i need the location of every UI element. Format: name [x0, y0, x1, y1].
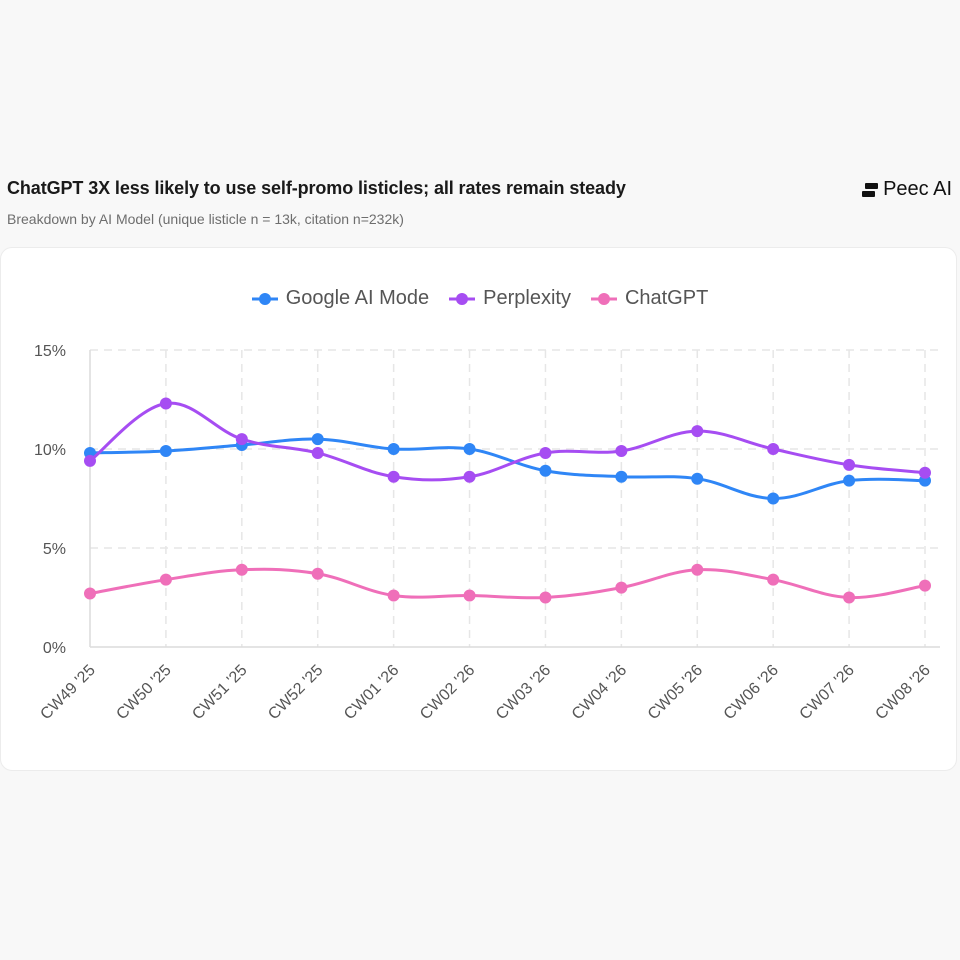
- data-point: [691, 472, 704, 485]
- data-point: [843, 474, 856, 487]
- data-point: [387, 470, 400, 483]
- x-tick-label: CW01 '26: [341, 662, 402, 723]
- data-point: [387, 443, 400, 455]
- data-point: [615, 444, 628, 457]
- data-point: [919, 579, 931, 592]
- x-tick-label: CW06 '26: [721, 662, 782, 723]
- y-tick-label: 15%: [34, 343, 66, 360]
- data-point: [387, 589, 400, 602]
- data-point: [235, 433, 248, 446]
- x-tick-label: CW52 '25: [265, 662, 326, 723]
- series-line: [88, 567, 927, 600]
- x-tick-label: CW07 '26: [797, 662, 858, 723]
- data-point: [235, 563, 248, 576]
- data-point: [691, 425, 704, 438]
- series-line: [88, 401, 927, 482]
- data-point: [539, 446, 552, 459]
- x-tick-label: CW05 '26: [645, 662, 706, 723]
- data-point: [159, 397, 172, 410]
- y-tick-label: 0%: [43, 640, 66, 657]
- y-tick-label: 5%: [43, 541, 66, 558]
- data-point: [919, 466, 931, 479]
- chart-title: ChatGPT 3X less likely to use self-promo…: [7, 178, 626, 198]
- legend-label: ChatGPT: [624, 287, 709, 309]
- data-point: [767, 492, 780, 505]
- legend-item[interactable]: ChatGPT: [590, 287, 709, 310]
- data-point: [767, 443, 780, 455]
- x-tick-label: CW02 '26: [417, 662, 478, 723]
- peec-logo-icon: [862, 182, 879, 197]
- data-point: [84, 454, 96, 467]
- series-line: [88, 437, 927, 501]
- data-point: [539, 464, 552, 477]
- legend-item[interactable]: Perplexity: [449, 287, 571, 310]
- x-tick-label: CW50 '25: [113, 662, 174, 723]
- data-point: [843, 458, 856, 471]
- data-point: [159, 444, 172, 457]
- legend-item[interactable]: Google AI Mode: [251, 287, 430, 310]
- data-point: [843, 591, 856, 604]
- data-point: [84, 587, 96, 600]
- x-tick-label: CW51 '25: [189, 662, 250, 723]
- data-point: [311, 433, 324, 446]
- chart-card: [0, 247, 957, 771]
- brand-name: Peec AI: [883, 178, 952, 200]
- legend-label: Google AI Mode: [285, 287, 430, 309]
- legend-swatch: [590, 292, 617, 305]
- data-point: [615, 470, 628, 483]
- x-tick-label: CW03 '26: [493, 662, 554, 723]
- y-tick-label: 10%: [34, 442, 66, 459]
- legend-label: Perplexity: [483, 287, 571, 309]
- data-point: [311, 567, 324, 580]
- legend-swatch: [251, 292, 278, 305]
- data-point: [691, 563, 704, 576]
- brand-logo: Peec AI: [862, 178, 952, 201]
- data-point: [615, 581, 628, 594]
- x-tick-label: CW08 '26: [872, 662, 933, 723]
- data-point: [463, 589, 476, 602]
- data-point: [539, 591, 552, 604]
- chart-legend: Google AI Mode Perplexity ChatGPT: [0, 287, 960, 310]
- data-point: [159, 573, 172, 586]
- x-tick-label: CW49 '25: [37, 662, 98, 723]
- chart-subtitle: Breakdown by AI Model (unique listicle n…: [7, 211, 404, 227]
- data-point: [463, 470, 476, 483]
- data-point: [463, 443, 476, 455]
- x-tick-label: CW04 '26: [569, 662, 630, 723]
- legend-swatch: [449, 292, 476, 305]
- data-point: [767, 573, 780, 586]
- data-point: [311, 446, 324, 459]
